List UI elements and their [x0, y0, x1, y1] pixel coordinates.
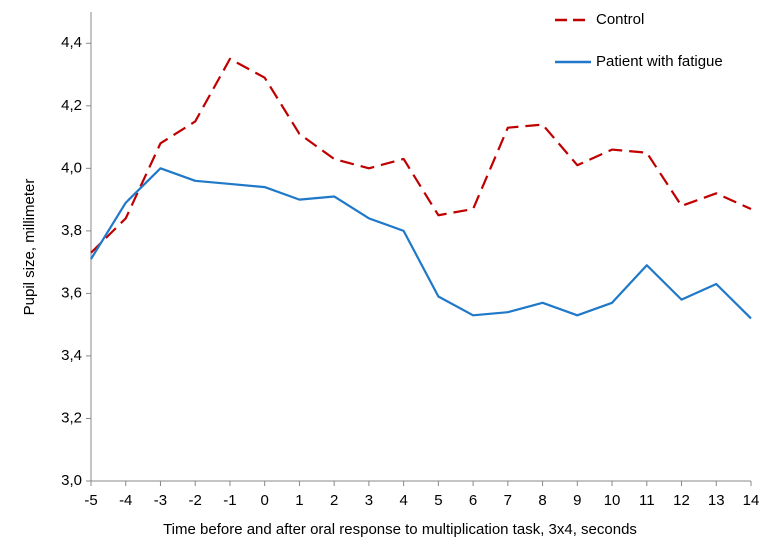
x-tick-label: 13: [708, 492, 725, 509]
y-tick-label: 3,2: [61, 409, 82, 426]
x-tick-label: 3: [365, 492, 373, 509]
x-tick-label: 6: [469, 492, 477, 509]
x-tick-label: 5: [434, 492, 442, 509]
x-tick-label: 0: [261, 492, 269, 509]
series-line: [90, 167, 752, 320]
legend-label: Patient with fatigue: [596, 53, 723, 70]
y-tick-label: 4,4: [61, 34, 82, 51]
y-tick-label: 4,2: [61, 97, 82, 114]
x-tick-label: 10: [604, 492, 621, 509]
y-tick-label: 4,0: [61, 159, 82, 176]
x-tick-label: 1: [295, 492, 303, 509]
y-axis-label: Pupil size, millimeter: [21, 179, 38, 316]
y-tick-label: 3,4: [61, 347, 82, 364]
x-tick-label: 12: [673, 492, 690, 509]
x-tick-label: -5: [84, 492, 97, 509]
x-tick-label: 9: [573, 492, 581, 509]
series-line: [90, 57, 752, 254]
y-tick-label: 3,0: [61, 472, 82, 489]
x-tick-label: 2: [330, 492, 338, 509]
x-tick-label: 4: [399, 492, 407, 509]
x-tick-label: 14: [743, 492, 760, 509]
x-tick-label: 7: [504, 492, 512, 509]
legend-label: Control: [596, 11, 644, 28]
x-tick-label: -1: [223, 492, 236, 509]
x-axis-label: Time before and after oral response to m…: [163, 521, 637, 538]
x-tick-label: -3: [154, 492, 167, 509]
y-tick-label: 3,8: [61, 222, 82, 239]
x-tick-label: 11: [639, 492, 655, 509]
x-tick-label: -2: [189, 492, 202, 509]
x-tick-label: -4: [119, 492, 132, 509]
y-tick-label: 3,6: [61, 284, 82, 301]
x-tick-label: 8: [538, 492, 546, 509]
